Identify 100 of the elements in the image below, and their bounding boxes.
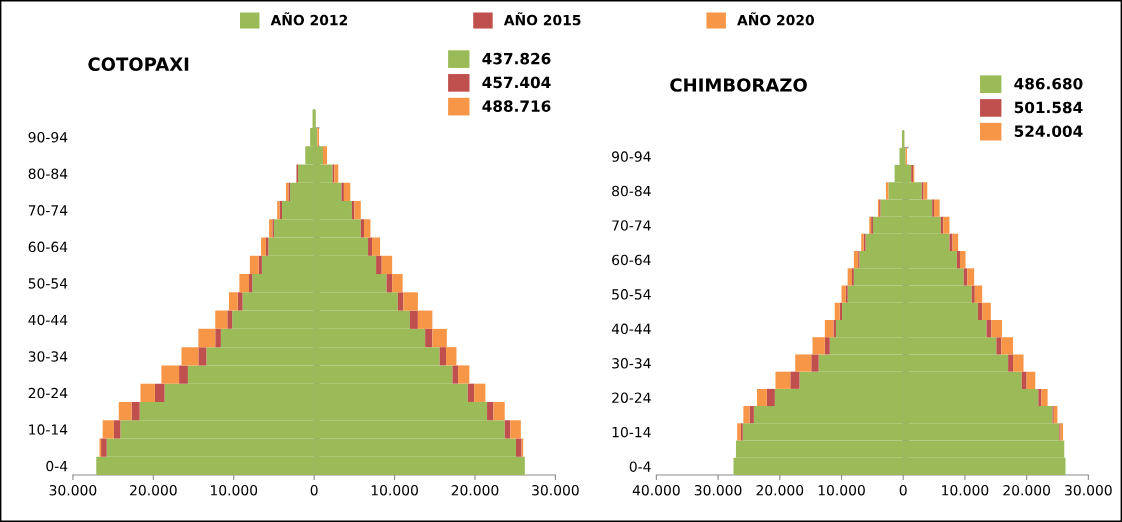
y-tick-label: 0-4 [629,461,651,472]
bar [515,438,522,457]
y-tick-label: 80-84 [612,185,651,197]
bar [228,292,238,311]
y-tick-label: 40-44 [611,323,651,335]
bar [971,285,975,303]
bar [215,310,228,329]
bar [474,383,486,402]
y-tick-label: 70-74 [28,205,68,216]
legend-label: AÑO 2012 [270,12,348,26]
bar [360,219,365,238]
y-tick-label: 80-84 [28,168,68,180]
bar [452,365,459,384]
bar [425,328,433,348]
legend-label: 437.826 [482,52,551,65]
x-tick-label: 10.000 [371,484,418,496]
legend-label: 501.584 [1014,101,1083,114]
legend-label: 524.004 [1014,125,1083,137]
y-tick-label: 10-14 [29,424,68,435]
x-tick-label: 30.000 [532,484,579,496]
y-tick-label: 50-54 [28,278,68,289]
x-tick-label: 40.000 [632,484,680,496]
chart-title: COTOPAXI [88,57,189,71]
x-tick-label: 30.000 [694,484,742,496]
bar [1021,371,1027,389]
bar [812,337,825,355]
bar [841,285,846,303]
bar [101,438,107,457]
bar [847,268,852,286]
bar [934,199,940,217]
y-tick-label: 60-64 [612,254,651,266]
x-tick-label: 30.000 [49,484,97,496]
bar [1026,371,1036,389]
bar [372,237,381,256]
bar [258,255,262,275]
bar [790,371,800,389]
bar [1041,388,1048,407]
bar [824,319,834,338]
bar [853,251,859,269]
bar [824,337,830,355]
legend-label: 486.680 [1014,77,1083,90]
bar [131,401,140,421]
bar [766,388,775,407]
bar [943,216,950,234]
bar [1038,388,1042,407]
bar [487,401,494,421]
y-tick-label: 30-34 [612,358,651,369]
bar [343,182,351,201]
y-tick-label: 50-54 [612,289,651,300]
x-tick-label: 10.000 [818,484,865,496]
x-tick-label: 10.000 [210,484,258,496]
x-tick-label: 0 [899,484,907,496]
bar [1013,354,1024,372]
y-tick-label: 10-14 [612,426,651,438]
bar [161,365,180,384]
bar [237,292,243,311]
x-tick-label: 20.000 [130,484,177,496]
y-tick-label: 20-24 [612,392,651,403]
x-tick-label: 30.000 [1065,484,1112,496]
bar [181,347,199,366]
bar [215,328,221,348]
bar [376,255,382,275]
chart-title: CHIMBORAZO [670,78,807,92]
bar [1008,354,1014,372]
bar [403,292,418,311]
bar [439,347,447,366]
bar [974,285,983,303]
bar [749,406,754,424]
y-tick-label: 30-34 [28,351,68,362]
bar [834,302,840,320]
bar [392,274,403,293]
bar [249,255,259,275]
bar [118,401,132,421]
bar [795,354,812,372]
bar [198,328,216,348]
y-tick-label: 0-4 [46,460,68,472]
bar [833,319,836,338]
bar [239,274,250,293]
x-tick-label: 20.000 [1003,484,1051,496]
bar [967,268,975,286]
y-tick-label: 90-94 [612,151,651,162]
bar [368,237,373,256]
bar [949,233,953,252]
bar [261,237,266,256]
bar [102,420,114,439]
x-tick-label: 0 [310,484,318,496]
bar [140,383,155,402]
legend-label: 488.716 [482,100,551,112]
bar [323,146,328,165]
bar [341,182,344,201]
y-tick-label: 40-44 [28,314,68,326]
bar [113,420,121,439]
x-tick-label: 10.000 [942,484,989,496]
bar [756,388,767,407]
legend-label: AÑO 2015 [503,12,581,26]
bar [249,274,253,293]
bar [409,310,418,329]
bar [417,310,433,329]
bar [811,354,819,372]
y-tick-label: 60-64 [28,241,68,253]
